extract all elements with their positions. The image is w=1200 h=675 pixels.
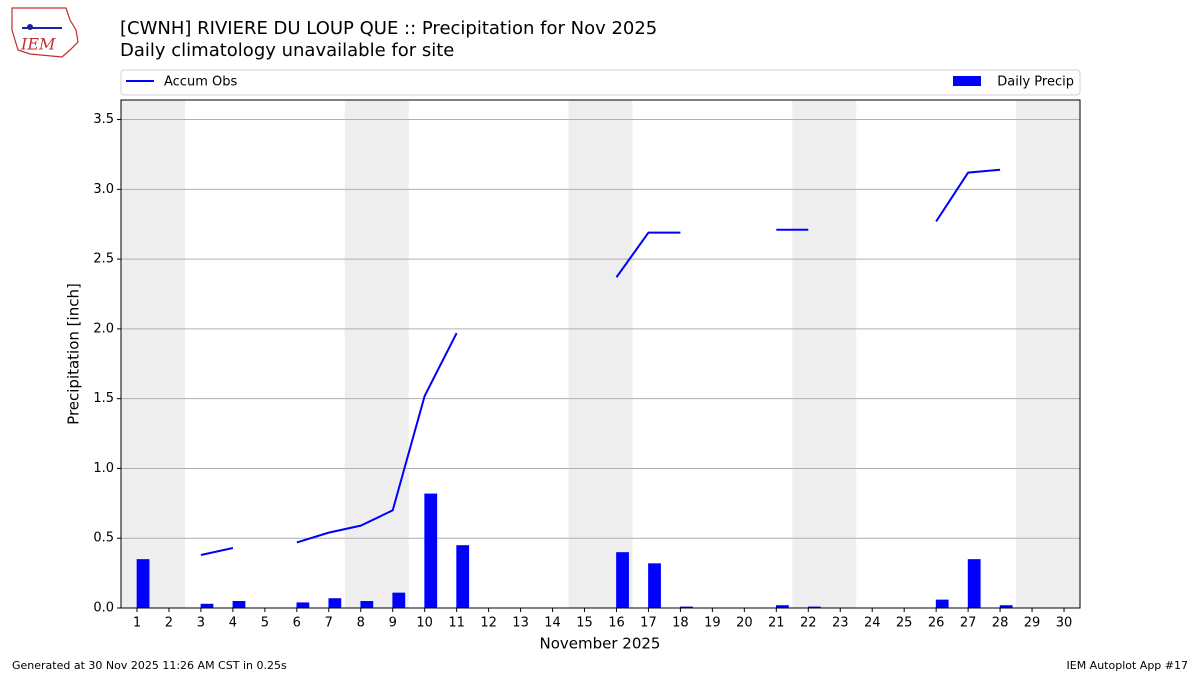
bar [807,606,821,608]
legend-label: Daily Precip [997,75,1074,90]
x-tick-label: 14 [544,616,561,631]
line [200,168,1001,556]
x-tick-label: 22 [800,616,817,631]
footer-left: Generated at 30 Nov 2025 11:26 AM CST in… [12,659,287,672]
shaded-span [344,100,409,608]
footer-right: IEM Autoplot App #17 [1067,659,1189,672]
x-tick-label: 23 [832,616,849,631]
bar [328,598,342,608]
x-tick-label: 26 [928,616,945,631]
y-tick-label: 0.0 [93,601,114,616]
bar [360,601,374,608]
x-tick-label: 11 [448,616,465,631]
x-tick-label: 12 [480,616,497,631]
bar [424,493,438,608]
y-tick-label: 0.5 [93,531,114,546]
bar [136,559,150,608]
x-tick-label: 29 [1024,616,1041,631]
shaded-span [1016,100,1080,608]
bar [616,552,629,608]
y-tick-label: 3.0 [93,182,114,197]
x-tick-label: 5 [261,616,269,631]
x-tick-label: 2 [165,616,173,631]
shaded-span [568,100,633,608]
x-tick-label: 13 [512,616,529,631]
chart-title: [CWNH] RIVIERE DU LOUP QUE :: Precipitat… [120,18,657,39]
legend [120,69,1081,96]
shaded-span [792,100,857,608]
bar [200,603,214,608]
x-tick-label: 10 [416,616,433,631]
logo: IEM [11,7,79,58]
bar [232,601,246,608]
x-tick-label: 3 [197,616,205,631]
y-tick-label: 2.5 [93,252,114,267]
x-tick-label: 16 [608,616,625,631]
bar [967,559,981,608]
x-tick-label: 17 [640,616,657,631]
bar [999,605,1013,608]
x-tick-label: 6 [293,616,301,631]
plot-frame [120,99,1081,609]
x-tick-label: 20 [736,616,753,631]
logo-icon [27,24,33,30]
bar [680,606,693,608]
x-tick-label: 4 [229,616,237,631]
x-tick-label: 24 [864,616,881,631]
x-tick-label: 18 [672,616,689,631]
bar [935,599,949,608]
logo-text: IEM [20,35,56,54]
y-tick-label: 1.0 [93,461,114,476]
x-tick-label: 7 [325,616,333,631]
y-tick-label: 3.5 [93,112,114,127]
chart-subtitle: Daily climatology unavailable for site [120,40,454,61]
x-tick-label: 21 [768,616,785,631]
legend-swatch [953,76,981,86]
x-tick-label: 15 [576,616,593,631]
bar [392,592,406,608]
x-tick-label: 19 [704,616,721,631]
x-tick-label: 8 [357,616,365,631]
x-tick-label: 28 [992,616,1009,631]
bar [456,545,470,608]
x-tick-label: 30 [1056,616,1073,631]
bar [296,602,310,608]
y-axis-label: Precipitation [inch] [65,283,83,425]
bar [775,605,789,608]
y-tick-label: 2.0 [93,321,114,336]
x-tick-label: 27 [960,616,977,631]
y-tick-label: 1.5 [93,391,114,406]
x-axis-label: November 2025 [540,635,661,653]
x-tick-label: 1 [133,616,141,631]
logo-outline [11,7,79,58]
x-tick-label: 25 [896,616,913,631]
shaded-span [121,100,185,608]
legend-label: Accum Obs [164,75,237,90]
bar [648,563,661,608]
x-tick-label: 9 [389,616,397,631]
